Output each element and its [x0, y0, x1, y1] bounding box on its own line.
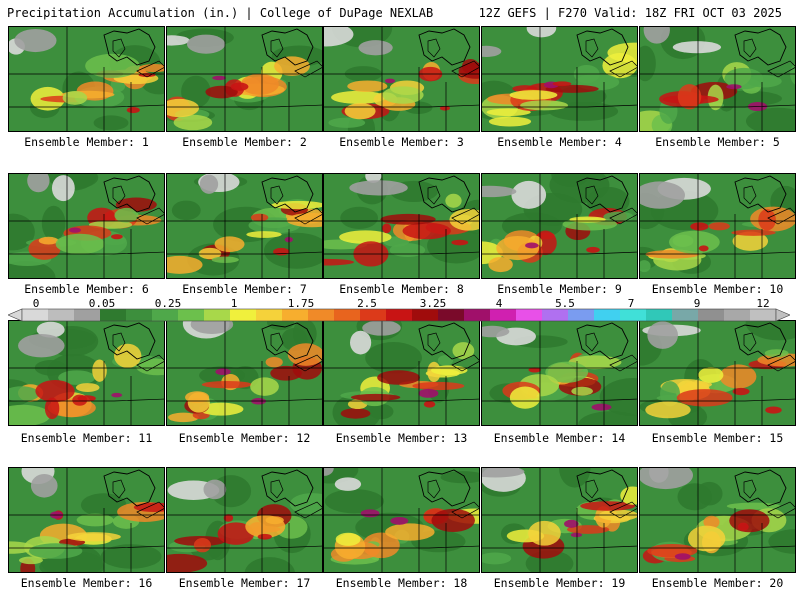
- member-label: Ensemble Member: 15: [651, 431, 784, 445]
- member-label: Ensemble Member: 14: [493, 431, 626, 445]
- ensemble-member-map: [8, 320, 165, 426]
- ensemble-member-map: [639, 320, 796, 426]
- colorbar-segment: [568, 309, 595, 321]
- colorbar-segment: [334, 309, 361, 321]
- colorbar-segment: [438, 309, 465, 321]
- colorbar-segment: [386, 309, 413, 321]
- ensemble-member-map: [166, 26, 323, 132]
- member-label: Ensemble Member: 5: [655, 135, 780, 149]
- member-label: Ensemble Member: 20: [651, 576, 784, 590]
- colorbar-segment: [490, 309, 517, 321]
- colorbar-segment: [412, 309, 439, 321]
- member-label: Ensemble Member: 11: [20, 431, 153, 445]
- colorbar-tick-label: 5.5: [555, 297, 575, 310]
- map-title: Precipitation Accumulation (in.) | Colle…: [7, 6, 434, 20]
- colorbar-segment: [178, 309, 205, 321]
- colorbar-segment: [308, 309, 335, 321]
- colorbar-tick-label: 0: [32, 297, 40, 310]
- colorbar-segment: [620, 309, 647, 321]
- colorbar-tick-label: 2.5: [357, 297, 377, 310]
- colorbar-segment: [204, 309, 231, 321]
- colorbar-tick-label: 0.05: [88, 297, 116, 310]
- ensemble-member-map: [323, 26, 480, 132]
- member-label: Ensemble Member: 10: [651, 282, 784, 296]
- colorbar-segment: [516, 309, 543, 321]
- ensemble-member-map: [8, 26, 165, 132]
- ensemble-member-map: [166, 173, 323, 279]
- colorbar-segment: [100, 309, 127, 321]
- ensemble-member-map: [481, 320, 638, 426]
- member-label: Ensemble Member: 3: [339, 135, 464, 149]
- ensemble-member-map: [323, 467, 480, 573]
- colorbar-segment: [74, 309, 101, 321]
- member-label: Ensemble Member: 1: [24, 135, 149, 149]
- ensemble-member-map: [639, 173, 796, 279]
- colorbar-segment: [672, 309, 699, 321]
- ensemble-member-map: [639, 467, 796, 573]
- colorbar-tick-label: 3.25: [419, 297, 447, 310]
- member-label: Ensemble Member: 4: [497, 135, 622, 149]
- member-label: Ensemble Member: 18: [335, 576, 468, 590]
- ensemble-member-map: [8, 467, 165, 573]
- colorbar-tick-label: 9: [693, 297, 701, 310]
- colorbar-tick-label: 0.25: [154, 297, 182, 310]
- member-label: Ensemble Member: 2: [182, 135, 307, 149]
- ensemble-member-map: [166, 320, 323, 426]
- colorbar-segment: [360, 309, 387, 321]
- colorbar-segment: [594, 309, 621, 321]
- ensemble-member-map: [8, 173, 165, 279]
- colorbar-tick-label: 12: [756, 297, 770, 310]
- colorbar-tick-label: 1.75: [287, 297, 315, 310]
- member-label: Ensemble Member: 13: [335, 431, 468, 445]
- colorbar-tick-label: 1: [230, 297, 238, 310]
- precip-colorbar: [8, 308, 790, 322]
- ensemble-member-map: [481, 26, 638, 132]
- colorbar-segment: [256, 309, 283, 321]
- model-run-info: 12Z GEFS | F270 Valid: 18Z FRI OCT 03 20…: [478, 6, 782, 20]
- member-label: Ensemble Member: 6: [24, 282, 149, 296]
- ensemble-member-map: [323, 320, 480, 426]
- colorbar-segment: [750, 309, 777, 321]
- colorbar-segment: [48, 309, 75, 321]
- colorbar-segment: [724, 309, 751, 321]
- ensemble-member-map: [481, 467, 638, 573]
- ensemble-member-map: [481, 173, 638, 279]
- colorbar-segment: [230, 309, 257, 321]
- colorbar-segment: [126, 309, 153, 321]
- member-label: Ensemble Member: 12: [178, 431, 311, 445]
- colorbar-segment: [22, 309, 49, 321]
- member-label: Ensemble Member: 19: [493, 576, 626, 590]
- member-label: Ensemble Member: 8: [339, 282, 464, 296]
- member-label: Ensemble Member: 16: [20, 576, 153, 590]
- colorbar-segment: [152, 309, 179, 321]
- colorbar-tick-label: 7: [627, 297, 635, 310]
- member-label: Ensemble Member: 7: [182, 282, 307, 296]
- member-label: Ensemble Member: 17: [178, 576, 311, 590]
- ensemble-member-map: [323, 173, 480, 279]
- ensemble-member-map: [166, 467, 323, 573]
- colorbar-segment: [542, 309, 569, 321]
- member-label: Ensemble Member: 9: [497, 282, 622, 296]
- colorbar-segment: [646, 309, 673, 321]
- colorbar-segment: [464, 309, 491, 321]
- ensemble-member-map: [639, 26, 796, 132]
- colorbar-segment: [698, 309, 725, 321]
- colorbar-tick-label: 4: [495, 297, 503, 310]
- colorbar-segment: [282, 309, 309, 321]
